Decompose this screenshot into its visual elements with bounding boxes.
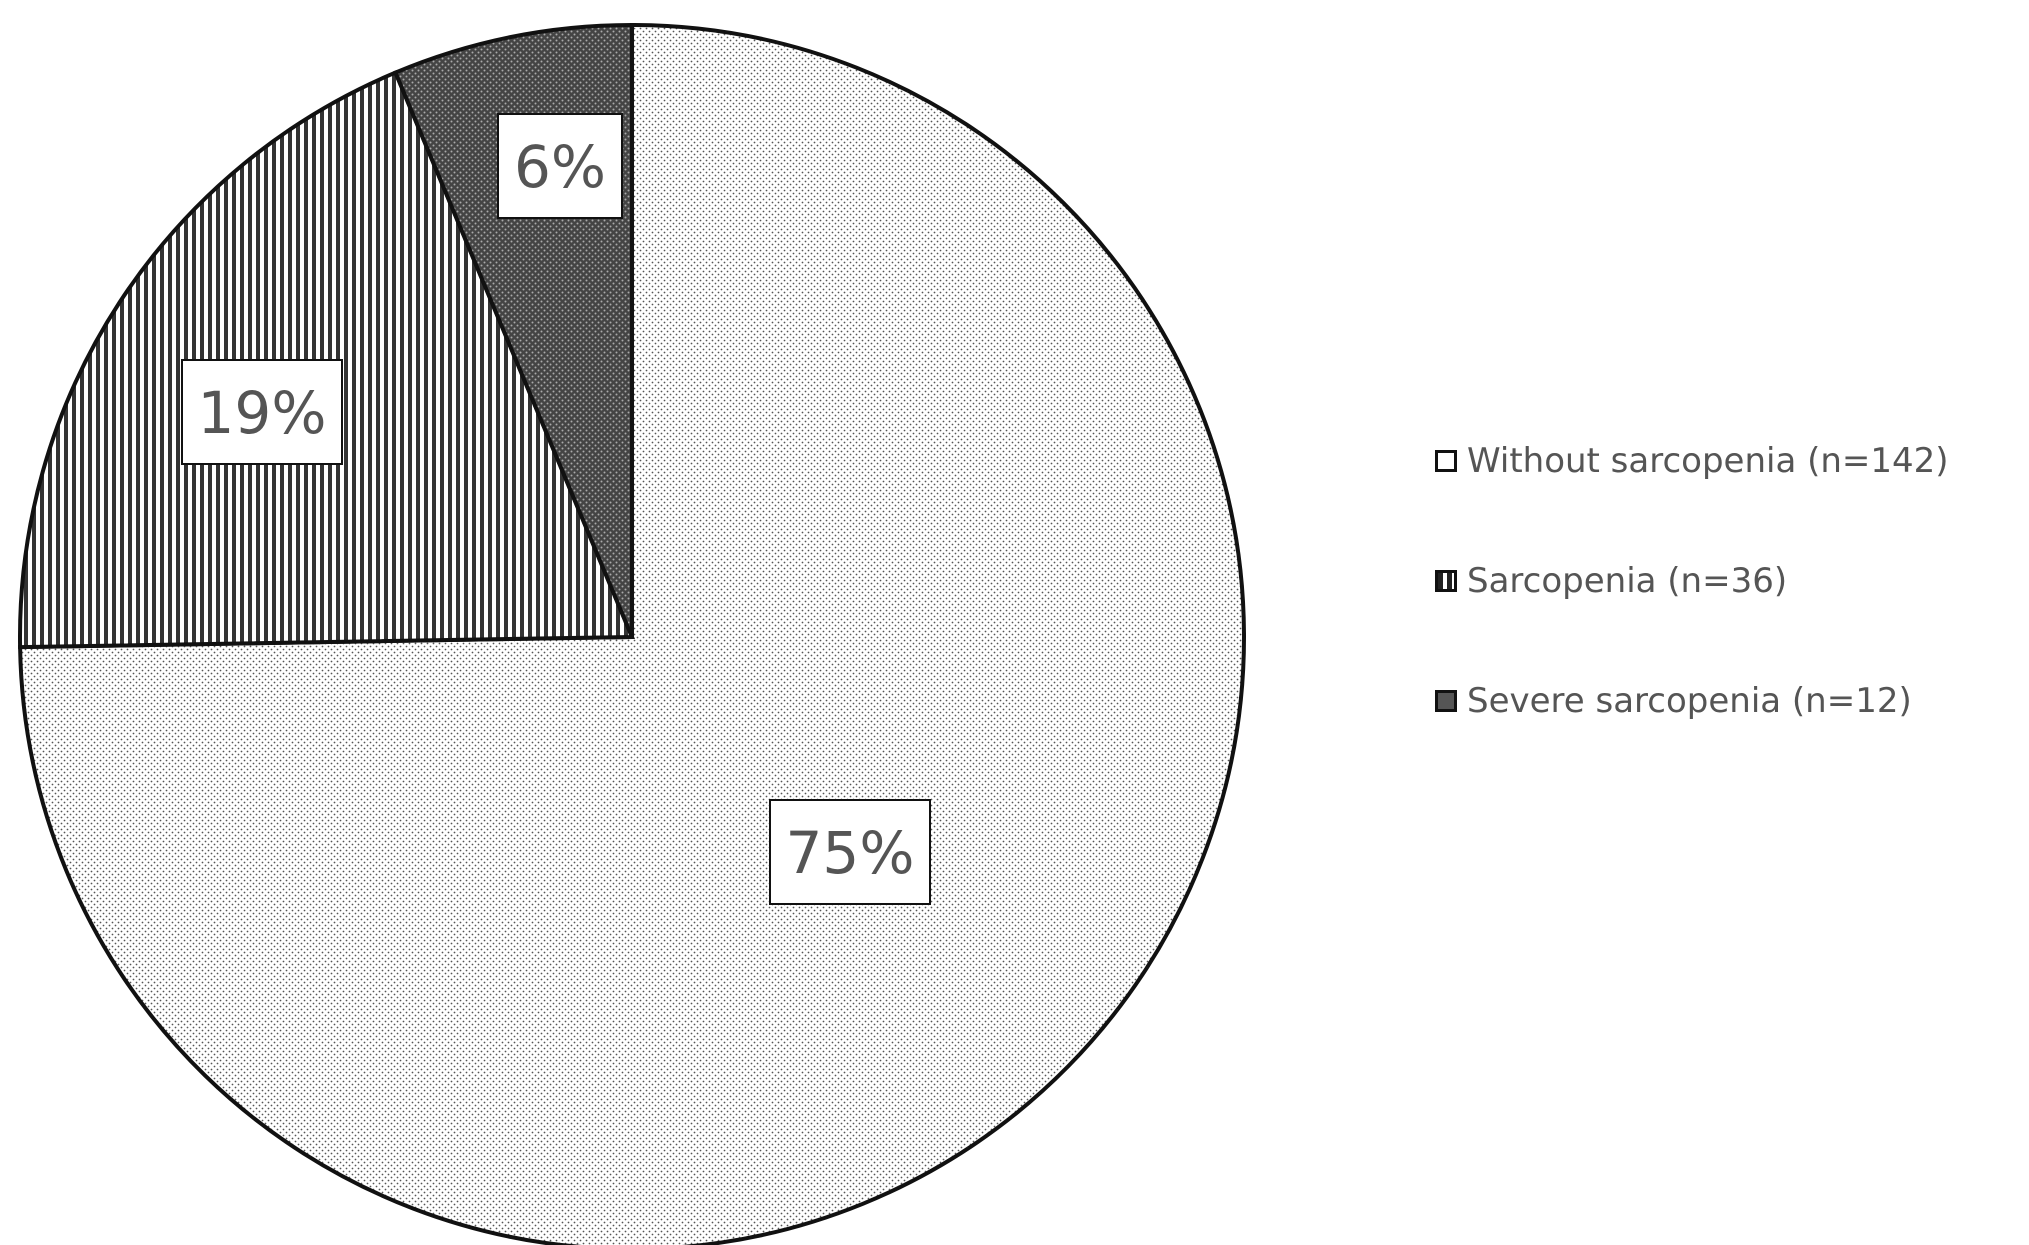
legend-label: Sarcopenia (n=36) [1467,561,1788,601]
data-label-box-1 [181,359,343,465]
legend-item-without-sarcopenia: Without sarcopenia (n=142) [1435,440,1949,482]
legend-label: Severe sarcopenia (n=12) [1467,681,1912,721]
data-label-0: 75% [786,819,915,887]
legend-swatch-fine-dots-icon [1435,450,1457,472]
legend: Without sarcopenia (n=142) Sarcopenia (n… [1435,440,1949,800]
legend-label: Without sarcopenia (n=142) [1467,441,1949,481]
data-label-1: 19% [198,379,327,447]
data-label-2: 6% [514,133,606,201]
legend-swatch-vertical-stripes-icon [1435,570,1457,592]
legend-swatch-dense-dots-icon [1435,690,1457,712]
legend-item-severe-sarcopenia: Severe sarcopenia (n=12) [1435,680,1949,722]
data-label-box-0 [769,799,931,905]
legend-item-sarcopenia: Sarcopenia (n=36) [1435,560,1949,602]
data-label-box-2 [497,113,623,219]
